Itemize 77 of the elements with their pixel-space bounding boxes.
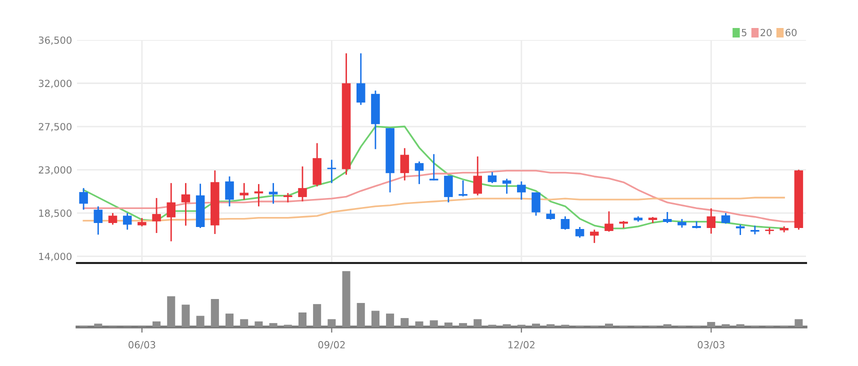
candlestick xyxy=(181,182,190,226)
bar xyxy=(604,324,613,327)
bar xyxy=(532,324,540,327)
candlestick xyxy=(750,224,760,236)
candlestick xyxy=(736,224,745,236)
bar xyxy=(474,319,482,327)
bar xyxy=(210,299,219,327)
candlestick xyxy=(517,180,526,200)
y-tick-label: 27,500 xyxy=(38,122,72,132)
legend-label: 20 xyxy=(760,28,772,36)
bar xyxy=(430,320,438,327)
candlestick xyxy=(473,156,482,196)
y-tick-label: 36,500 xyxy=(38,36,72,45)
candlestick xyxy=(284,192,292,204)
candlestick xyxy=(458,180,468,198)
x-tick-label: 06/03 xyxy=(128,341,156,350)
candlestick xyxy=(356,52,366,106)
bar xyxy=(546,324,555,327)
candlestick xyxy=(590,228,599,244)
y-tick-label: 23,000 xyxy=(38,166,72,175)
bar xyxy=(196,316,204,327)
candlestick xyxy=(268,182,278,204)
bar xyxy=(400,318,409,327)
bar xyxy=(313,304,322,327)
candlestick xyxy=(532,192,540,216)
x-tick-label: 09/02 xyxy=(318,341,345,350)
bar xyxy=(736,324,744,327)
bar xyxy=(167,296,176,327)
bar xyxy=(240,319,248,327)
legend-label: 60 xyxy=(786,28,797,36)
bar xyxy=(342,271,350,327)
x-tick-label: 12/02 xyxy=(508,341,534,350)
candlestick xyxy=(298,166,307,202)
candlestick xyxy=(560,216,570,230)
y-tick-label: 18,500 xyxy=(39,209,72,218)
bar xyxy=(226,314,234,327)
x-tick-label: 03/03 xyxy=(698,341,724,350)
bar xyxy=(502,324,511,327)
bar xyxy=(298,312,306,327)
candlestick xyxy=(108,212,118,226)
bar xyxy=(356,302,365,327)
bar xyxy=(444,322,452,327)
candlestick xyxy=(721,212,730,224)
bar xyxy=(415,321,424,327)
candlestick xyxy=(152,197,161,234)
bar xyxy=(254,321,263,327)
bar xyxy=(794,319,803,327)
candlestick xyxy=(444,175,453,204)
bar xyxy=(94,324,102,327)
bar xyxy=(371,310,380,327)
candlestick xyxy=(575,226,584,238)
candlestick xyxy=(240,182,248,200)
candlestick xyxy=(225,176,234,208)
bar xyxy=(152,321,161,327)
bar xyxy=(269,323,278,327)
candlestick xyxy=(414,160,424,185)
candlestick xyxy=(166,182,176,242)
candlestick xyxy=(94,206,103,236)
candlestick xyxy=(706,208,716,234)
bar xyxy=(663,324,672,327)
bar xyxy=(459,323,468,327)
bar xyxy=(386,314,394,327)
bar xyxy=(707,322,716,327)
y-tick-label: 32,000 xyxy=(38,80,72,88)
candlestick xyxy=(254,183,264,208)
bar xyxy=(328,319,336,327)
bar xyxy=(182,304,190,327)
legend-label: 5 xyxy=(742,28,746,36)
y-tick-label: 14,000 xyxy=(39,252,72,262)
bar xyxy=(722,324,730,327)
candlestick xyxy=(122,212,132,230)
candlestick xyxy=(604,210,614,232)
candlestick xyxy=(400,147,410,182)
candlestick xyxy=(662,211,672,224)
candlestick xyxy=(79,187,88,210)
candlestick xyxy=(488,171,497,184)
candlestick xyxy=(546,208,555,220)
